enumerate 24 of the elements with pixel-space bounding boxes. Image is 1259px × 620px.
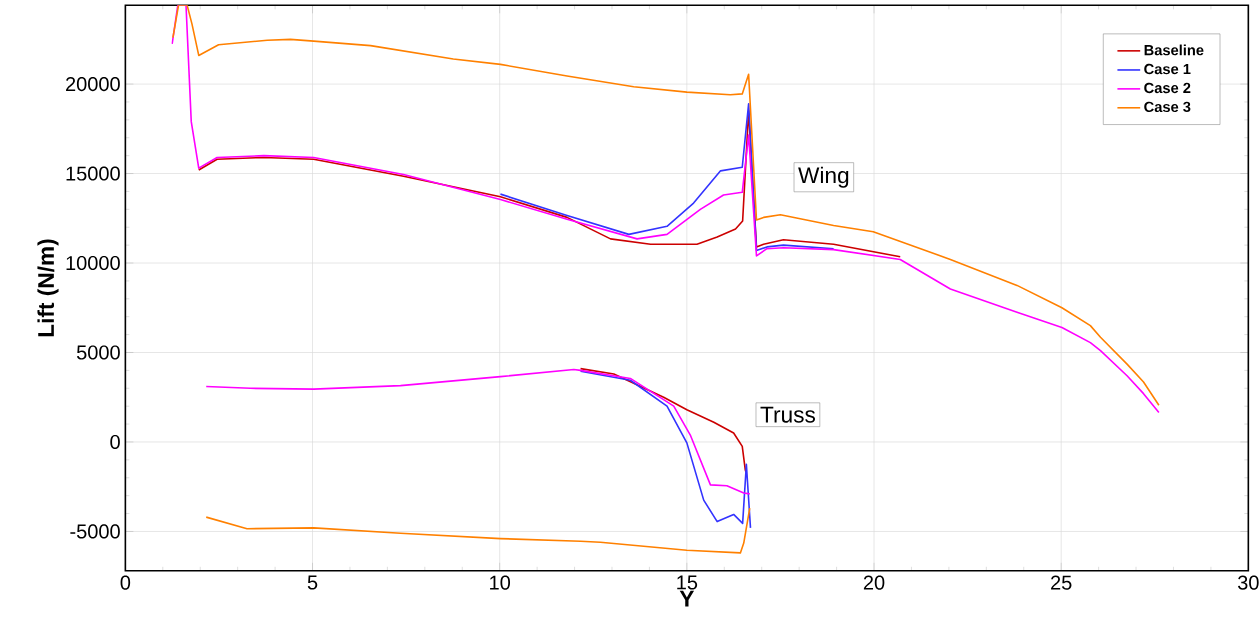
x-tick-label: 0 [120,575,131,590]
line-series [579,370,752,529]
y-tick-label: 5000 [76,345,120,360]
x-tick-label: 20 [863,575,885,590]
legend-label: Case 2 [1144,82,1191,94]
x-tick-label: 30 [1237,575,1259,590]
y-tick-label: 0 [110,434,120,449]
x-tick-label: 10 [490,575,511,590]
y-tick-label: 15000 [66,166,120,181]
legend-label: Baseline [1144,44,1204,56]
legend-label: Case 1 [1144,63,1191,75]
y-tick-label: 20000 [66,76,120,92]
legend-label: Case 3 [1144,101,1191,112]
x-axis-title: Y [679,590,695,607]
y-tick-label: 10000 [66,255,120,271]
annotation: Wing [798,166,849,188]
annotation: Truss [760,406,816,423]
x-tick-label: 25 [1051,575,1072,590]
x-tick-label: 5 [307,575,318,590]
line-series [205,507,751,554]
line-series [205,368,751,495]
x-tick-label: 15 [677,575,698,590]
y-axis-title: Lift (N/m) [37,239,59,337]
y-tick-label: -5000 [70,524,120,539]
